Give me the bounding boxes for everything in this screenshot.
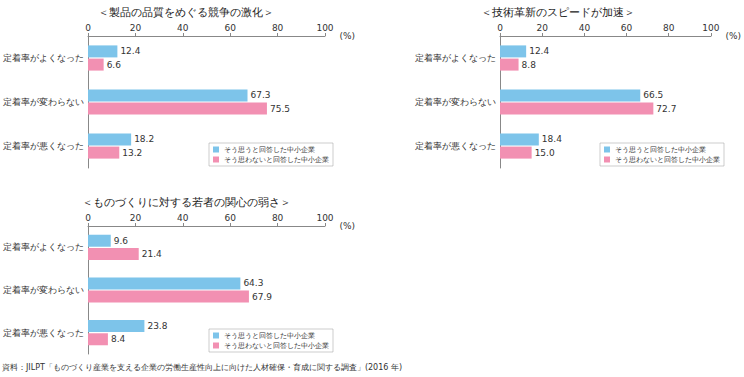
svg-text:80: 80 (272, 213, 284, 223)
svg-text:(%): (%) (339, 221, 355, 231)
svg-text:＜製品の品質をめぐる競争の激化＞: ＜製品の品質をめぐる競争の激化＞ (98, 6, 274, 19)
svg-text:18.4: 18.4 (542, 134, 562, 144)
svg-text:13.2: 13.2 (122, 148, 142, 158)
svg-text:15.0: 15.0 (535, 148, 555, 158)
svg-text:100: 100 (702, 23, 719, 33)
svg-text:定着率が悪くなった: 定着率が悪くなった (3, 328, 84, 338)
svg-text:＜技術革新のスピードが加速＞: ＜技術革新のスピードが加速＞ (481, 6, 635, 19)
svg-text:定着率がよくなった: 定着率がよくなった (3, 242, 84, 252)
svg-text:そう思わないと回答した中小企業: そう思わないと回答した中小企業 (615, 156, 720, 164)
svg-text:67.9: 67.9 (252, 292, 272, 302)
svg-text:8.8: 8.8 (522, 60, 537, 70)
svg-text:0: 0 (497, 23, 503, 33)
svg-text:定着率が悪くなった: 定着率が悪くなった (415, 141, 496, 151)
svg-text:75.5: 75.5 (270, 104, 290, 114)
svg-text:0: 0 (85, 23, 91, 33)
svg-text:100: 100 (316, 213, 333, 223)
svg-text:20: 20 (130, 23, 142, 33)
svg-text:67.3: 67.3 (251, 90, 271, 100)
svg-text:100: 100 (316, 23, 333, 33)
svg-text:9.6: 9.6 (114, 236, 129, 246)
svg-text:80: 80 (663, 23, 675, 33)
svg-text:40: 40 (177, 23, 189, 33)
svg-text:8.4: 8.4 (111, 334, 126, 344)
svg-text:＜ものづくりに対する若者の関心の弱さ＞: ＜ものづくりに対する若者の関心の弱さ＞ (82, 196, 291, 209)
svg-text:定着率が悪くなった: 定着率が悪くなった (3, 141, 84, 151)
svg-text:(%): (%) (725, 31, 741, 41)
svg-text:定着率が変わらない: 定着率が変わらない (3, 285, 84, 295)
svg-text:定着率が変わらない: 定着率が変わらない (415, 97, 496, 107)
svg-text:80: 80 (272, 23, 284, 33)
svg-text:0: 0 (85, 213, 91, 223)
svg-text:定着率がよくなった: 定着率がよくなった (415, 53, 496, 63)
svg-text:40: 40 (177, 213, 189, 223)
svg-text:20: 20 (536, 23, 548, 33)
svg-text:60: 60 (224, 213, 236, 223)
svg-text:そう思わないと回答した中小企業: そう思わないと回答した中小企業 (224, 156, 329, 164)
svg-text:そう思わないと回答した中小企業: そう思わないと回答した中小企業 (224, 342, 329, 350)
svg-text:40: 40 (579, 23, 591, 33)
svg-text:60: 60 (224, 23, 236, 33)
svg-text:6.6: 6.6 (107, 60, 122, 70)
svg-text:そう思うと回答した中小企業: そう思うと回答した中小企業 (615, 146, 706, 154)
svg-text:66.5: 66.5 (643, 90, 663, 100)
svg-text:そう思うと回答した中小企業: そう思うと回答した中小企業 (224, 332, 315, 340)
svg-text:21.4: 21.4 (142, 249, 162, 259)
svg-text:64.3: 64.3 (243, 278, 263, 288)
svg-text:12.4: 12.4 (529, 46, 549, 56)
svg-text:23.8: 23.8 (147, 321, 167, 331)
svg-text:定着率が変わらない: 定着率が変わらない (3, 97, 84, 107)
svg-text:20: 20 (130, 213, 142, 223)
svg-text:12.4: 12.4 (120, 46, 140, 56)
svg-text:18.2: 18.2 (134, 134, 154, 144)
svg-text:72.7: 72.7 (656, 104, 676, 114)
svg-text:定着率がよくなった: 定着率がよくなった (3, 53, 84, 63)
html-text:資料：JILPT「ものづくり産業を支える企業の労働生産性向上: 資料：JILPT「ものづくり産業を支える企業の労働生産性向上に向けた人材確保・育… (2, 363, 402, 372)
svg-text:60: 60 (621, 23, 633, 33)
svg-text:(%): (%) (339, 31, 355, 41)
svg-text:そう思うと回答した中小企業: そう思うと回答した中小企業 (224, 146, 315, 154)
